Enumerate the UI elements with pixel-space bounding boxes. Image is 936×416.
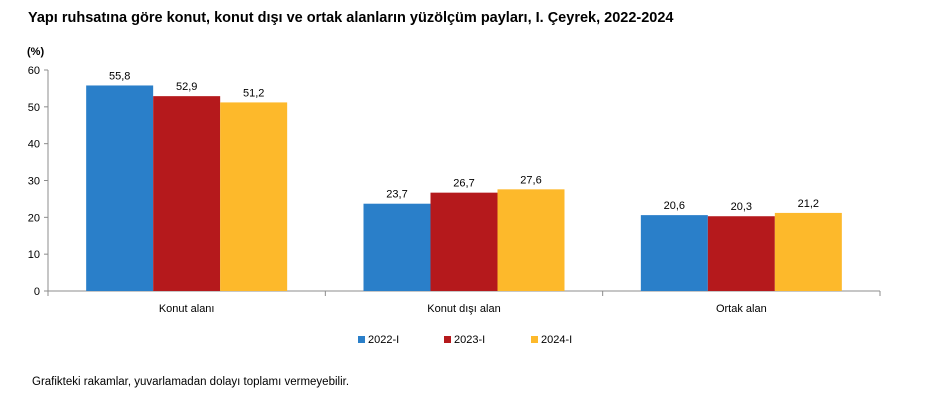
y-tick-label: 0 <box>34 286 40 298</box>
footnote: Grafikteki rakamlar, yuvarlamadan dolayı… <box>32 376 350 388</box>
chart-title: Yapı ruhsatına göre konut, konut dışı ve… <box>28 10 674 26</box>
data-label: 20,3 <box>731 201 752 213</box>
legend-swatch <box>531 336 538 343</box>
legend: 2022-I 2023-I 2024-I <box>358 334 572 346</box>
bar <box>430 192 498 291</box>
bar <box>153 96 221 291</box>
y-tick-label: 10 <box>28 249 40 261</box>
bar <box>707 216 775 291</box>
data-label: 27,6 <box>520 174 541 186</box>
bar <box>640 215 708 291</box>
bar <box>497 189 565 291</box>
bar <box>86 85 154 291</box>
bar <box>774 212 842 291</box>
legend-swatch <box>444 336 451 343</box>
data-label: 52,9 <box>176 81 197 93</box>
legend-swatch <box>358 336 365 343</box>
bars <box>86 85 842 291</box>
x-category-label: Konut dışı alan <box>427 303 500 315</box>
data-label: 20,6 <box>664 200 685 212</box>
data-label: 26,7 <box>453 178 474 190</box>
legend-label: 2022-I <box>368 334 399 346</box>
x-category-label: Konut alanı <box>159 303 215 315</box>
y-axis-unit-label: (%) <box>27 46 45 58</box>
x-category-label: Ortak alan <box>716 303 767 315</box>
y-tick-label: 30 <box>28 176 40 188</box>
bar <box>220 102 288 291</box>
y-tick-label: 20 <box>28 212 40 224</box>
data-labels: 55,8 52,9 51,2 23,7 26,7 27,6 20,6 20,3 21,2 <box>109 70 819 213</box>
legend-label: 2023-I <box>454 334 485 346</box>
y-tick-label: 50 <box>28 102 40 114</box>
bar <box>363 203 431 291</box>
legend-label: 2024-I <box>541 334 572 346</box>
data-label: 21,2 <box>798 198 819 210</box>
y-tick-label: 60 <box>28 65 40 77</box>
data-label: 51,2 <box>243 87 264 99</box>
y-tick-label: 40 <box>28 139 40 151</box>
data-label: 55,8 <box>109 70 130 82</box>
data-label: 23,7 <box>386 189 407 201</box>
